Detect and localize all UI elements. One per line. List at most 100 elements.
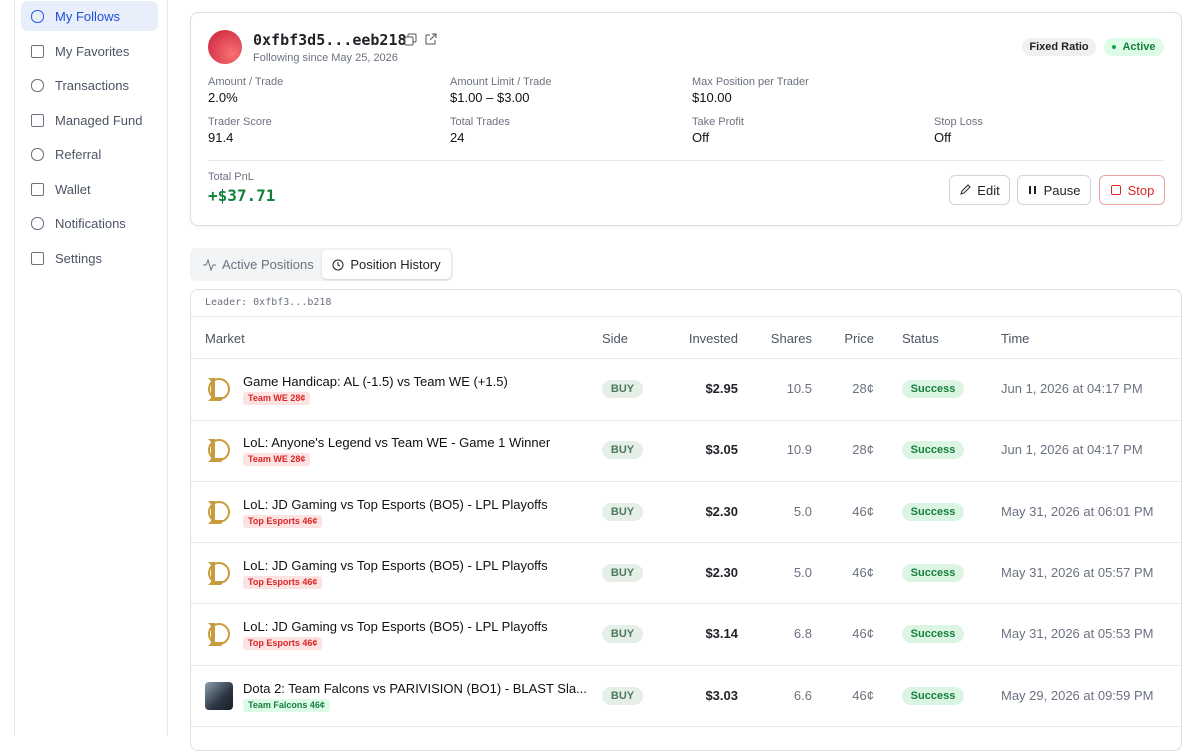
shares: 10.9 [786, 442, 812, 458]
copy-icon[interactable] [404, 33, 417, 46]
stat-value: 24 [450, 130, 465, 145]
status-badge: Success [902, 686, 964, 705]
status-badge: Success [902, 502, 964, 521]
status-badge: Success [902, 441, 964, 460]
edit-button[interactable]: Edit [949, 175, 1010, 205]
divider [191, 664, 1181, 666]
stat-value: 91.4 [208, 130, 234, 145]
price: 46¢ [852, 626, 874, 642]
outcome-tag: Team Falcons 46¢ [243, 698, 330, 712]
outcome-tag: Top Esports 46¢ [243, 514, 323, 528]
divider [191, 419, 1181, 421]
outcome-tag: Top Esports 46¢ [243, 637, 323, 651]
time: May 29, 2026 at 09:59 PM [1001, 687, 1154, 703]
mode-badge: Fixed Ratio [1022, 38, 1096, 56]
price: 46¢ [852, 503, 874, 519]
outcome-tag: Team WE 28¢ [243, 453, 311, 467]
nav-item[interactable]: Settings [55, 250, 102, 266]
nav-item[interactable]: Transactions [55, 78, 129, 93]
nav-icon [31, 79, 44, 92]
stat-value: $10.00 [692, 90, 732, 105]
external-link-icon[interactable] [424, 33, 437, 46]
divider [191, 316, 1181, 317]
stat-label: Amount Limit / Trade [450, 76, 552, 88]
status-text: Active [1122, 41, 1156, 53]
pause-text: Pause [1043, 182, 1081, 198]
invested: $2.30 [705, 564, 738, 580]
column-header: Market [205, 331, 245, 346]
avatar [208, 30, 242, 64]
time: Jun 1, 2026 at 04:17 PM [1001, 442, 1143, 458]
nav-item[interactable]: Notifications [55, 216, 126, 231]
follow-card [190, 12, 1182, 226]
nav-icon [31, 148, 44, 161]
nav-item[interactable]: Referral [55, 147, 102, 162]
side-badge: BUY [602, 380, 643, 398]
status-badge: Success [902, 563, 964, 582]
edit-text: Edit [977, 182, 1000, 198]
sidebar [14, 0, 168, 736]
column-header: Invested [688, 331, 738, 346]
side-badge: BUY [602, 441, 643, 460]
nav-icon [31, 113, 44, 127]
divider [191, 480, 1181, 482]
stop-text: Stop [1127, 182, 1155, 198]
shares: 10.5 [786, 381, 812, 396]
shares: 5.0 [793, 564, 812, 580]
market-icon [205, 681, 233, 710]
pause-button[interactable]: Pause [1017, 175, 1091, 205]
market-title: Game Handicap: AL (-1.5) vs Team WE (+1.… [243, 374, 508, 389]
tab-text: Position History [350, 257, 441, 272]
stop-button[interactable]: Stop [1099, 175, 1165, 205]
nav-icon [31, 182, 44, 196]
shares: 6.6 [793, 687, 812, 703]
time: May 31, 2026 at 05:57 PM [1001, 564, 1154, 580]
price: 28¢ [852, 442, 874, 458]
market-title: Dota 2: Team Falcons vs PARIVISION (BO1)… [243, 680, 587, 696]
leader: Leader: 0xfbf3...b218 [205, 297, 332, 308]
tab-text: Active Positions [222, 257, 314, 272]
following-since: Following since May 25, 2026 [253, 52, 398, 64]
stat-value: $1.00 – $3.00 [450, 90, 530, 105]
tab-position-history[interactable]: Position History [322, 250, 451, 279]
column-header: Time [1001, 331, 1030, 346]
nav-item[interactable]: Managed Fund [55, 112, 143, 128]
invested: $2.30 [705, 503, 738, 519]
time: May 31, 2026 at 05:53 PM [1001, 626, 1154, 642]
column-header: Price [844, 331, 874, 346]
status-badge: Active [1104, 38, 1164, 56]
column-header: Shares [770, 331, 812, 346]
stat-value: Off [934, 130, 952, 145]
market-icon [205, 436, 231, 464]
divider [191, 542, 1181, 544]
shares: 6.8 [793, 626, 812, 642]
market-title: LoL: JD Gaming vs Top Esports (BO5) - LP… [243, 557, 548, 573]
nav-item[interactable]: Wallet [55, 181, 91, 197]
price: 28¢ [852, 381, 874, 396]
stat-value: Off [692, 130, 710, 145]
divider [191, 358, 1181, 359]
side-badge: BUY [602, 502, 643, 521]
nav-item[interactable]: My Favorites [55, 43, 130, 59]
pnl-value: +$37.71 [208, 186, 276, 205]
invested: $2.95 [705, 381, 738, 396]
market-icon [205, 498, 231, 526]
market-title: LoL: Anyone's Legend vs Team WE - Game 1… [243, 435, 551, 451]
tab-active-positions[interactable]: Active Positions [203, 257, 314, 272]
divider [208, 160, 1164, 161]
stat-label: Total Trades [450, 116, 510, 128]
outcome-tag: Team WE 28¢ [243, 392, 311, 405]
nav-item[interactable]: My Follows [55, 9, 121, 24]
outcome-tag: Top Esports 46¢ [243, 575, 323, 589]
nav-icon [31, 10, 44, 23]
market-title: LoL: JD Gaming vs Top Esports (BO5) - LP… [243, 496, 548, 512]
nav-icon [31, 217, 44, 230]
nav-icon [31, 44, 44, 58]
stat-label: Amount / Trade [208, 76, 284, 88]
price: 46¢ [852, 687, 874, 703]
market-title: LoL: JD Gaming vs Top Esports (BO5) - LP… [243, 619, 548, 635]
side-badge: BUY [602, 563, 643, 582]
status-badge: Success [902, 625, 964, 644]
status-badge: Success [902, 380, 964, 398]
